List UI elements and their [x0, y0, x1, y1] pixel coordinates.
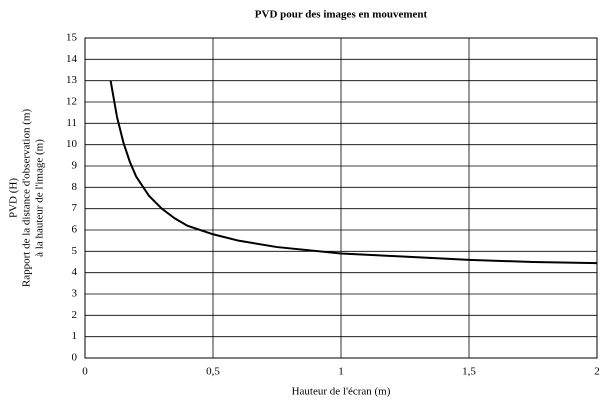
line	[109, 80, 598, 265]
y-axis-label-line: PVD (H)	[8, 178, 20, 218]
y-tick-label: 5	[72, 245, 78, 257]
x-axis-label: Hauteur de l'écran (m)	[292, 386, 391, 398]
x-tick-label: 1	[338, 366, 344, 378]
y-axis-label-line: à la hauteur de l'image (m)	[34, 139, 46, 257]
x-tick-label: 0	[82, 366, 88, 378]
y-axis-label: PVD (H) Rapport de la distance d'observa…	[8, 109, 46, 288]
y-axis-label-line: Rapport de la distance d'observation (m)	[21, 109, 33, 288]
y-tick-label: 15	[66, 32, 78, 44]
y-tick-label: 11	[66, 117, 77, 129]
chart-title: PVD pour des images en mouvement	[255, 9, 428, 21]
y-tick-label: 0	[72, 352, 78, 364]
y-tick-label: 7	[72, 202, 78, 214]
y-tick-label: 9	[72, 160, 78, 172]
x-tick-label: 0,5	[206, 366, 220, 378]
y-tick-label: 10	[66, 138, 78, 150]
y-tick-label: 2	[72, 309, 78, 321]
y-tick-label: 14	[66, 53, 78, 65]
y-tick-label: 6	[72, 224, 78, 236]
y-tick-label: 13	[66, 74, 78, 86]
y-tick-label: 8	[72, 181, 78, 193]
y-tick-label: 4	[72, 266, 78, 278]
plot-frame	[84, 37, 598, 359]
x-tick-label: 2	[594, 366, 600, 378]
y-tick-label: 1	[72, 330, 78, 342]
y-tick-label: 3	[72, 288, 78, 300]
y-tick-label: 12	[66, 96, 77, 108]
x-tick-label: 1,5	[462, 366, 476, 378]
